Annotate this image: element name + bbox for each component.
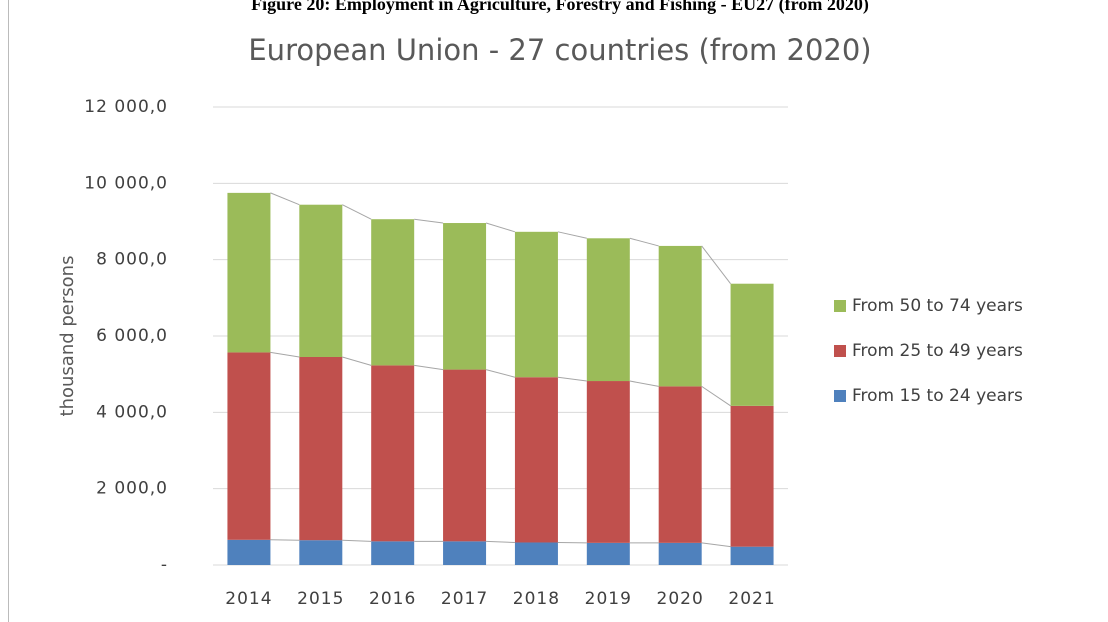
series-line bbox=[629, 237, 659, 247]
y-tick-label: - bbox=[161, 555, 168, 575]
legend-swatch bbox=[834, 390, 846, 402]
x-tick-label: 2015 bbox=[297, 589, 344, 609]
series-line bbox=[701, 245, 731, 285]
series-line bbox=[270, 192, 300, 206]
bar-segment bbox=[658, 386, 702, 543]
bar-segment bbox=[730, 405, 774, 547]
x-tick-label: 2020 bbox=[657, 589, 704, 609]
bar-segment bbox=[586, 542, 630, 565]
y-tick-label: 8 000,0 bbox=[96, 250, 168, 270]
legend-label: From 15 to 24 years bbox=[852, 386, 1023, 406]
legend-swatch bbox=[834, 345, 846, 357]
series-line bbox=[485, 369, 516, 378]
bar-segment bbox=[514, 542, 558, 565]
x-tick-label: 2019 bbox=[585, 589, 632, 609]
series-line bbox=[342, 356, 372, 366]
x-tick-label: 2018 bbox=[513, 589, 560, 609]
legend-swatch bbox=[834, 300, 846, 312]
series-line bbox=[414, 218, 444, 224]
series-line bbox=[414, 364, 444, 371]
x-tick-label: 2014 bbox=[225, 589, 272, 609]
bar-segment bbox=[227, 539, 271, 565]
y-tick-label: 10 000,0 bbox=[84, 173, 168, 193]
bar-segment bbox=[299, 540, 343, 565]
y-tick-label: 2 000,0 bbox=[96, 479, 168, 499]
series-line bbox=[701, 385, 731, 407]
y-tick-label: 4 000,0 bbox=[96, 402, 168, 422]
series-line bbox=[486, 540, 515, 543]
bar-segment bbox=[658, 245, 702, 387]
series-line bbox=[270, 351, 300, 358]
bar-segment bbox=[299, 204, 343, 357]
legend-label: From 50 to 74 years bbox=[852, 296, 1023, 316]
y-tick-label: 12 000,0 bbox=[84, 97, 168, 117]
bar-segment bbox=[443, 541, 487, 565]
series-line bbox=[557, 231, 587, 239]
bar-segment bbox=[658, 542, 702, 565]
bar-segment bbox=[730, 283, 774, 406]
bar-segment bbox=[371, 219, 415, 366]
bar-segment bbox=[371, 541, 415, 565]
figure-caption: Figure 20: Employment in Agriculture, Fo… bbox=[251, 0, 869, 15]
x-tick-label: 2017 bbox=[441, 589, 488, 609]
bar-segment bbox=[227, 192, 271, 353]
bar-segment bbox=[443, 369, 487, 542]
bar-segment bbox=[443, 223, 487, 370]
bar-segment bbox=[371, 365, 415, 542]
legend-label: From 25 to 49 years bbox=[852, 341, 1023, 361]
series-line bbox=[629, 380, 659, 387]
x-tick-label: 2021 bbox=[728, 589, 775, 609]
series-line bbox=[557, 376, 587, 382]
series-line bbox=[701, 542, 731, 548]
bar-segment bbox=[299, 356, 343, 541]
y-tick-label: 6 000,0 bbox=[96, 326, 168, 346]
bar-segment bbox=[227, 352, 271, 540]
series-line bbox=[485, 222, 516, 233]
x-tick-label: 2016 bbox=[369, 589, 416, 609]
bar-segment bbox=[586, 381, 630, 543]
series-line bbox=[342, 539, 372, 542]
bar-segment bbox=[586, 238, 630, 382]
bar-segment bbox=[514, 377, 558, 543]
bar-segment bbox=[730, 546, 774, 565]
chart-title: European Union - 27 countries (from 2020… bbox=[248, 33, 871, 67]
y-axis-title: thousand persons bbox=[57, 256, 78, 417]
series-line bbox=[342, 204, 372, 220]
bar-segment bbox=[514, 231, 558, 378]
